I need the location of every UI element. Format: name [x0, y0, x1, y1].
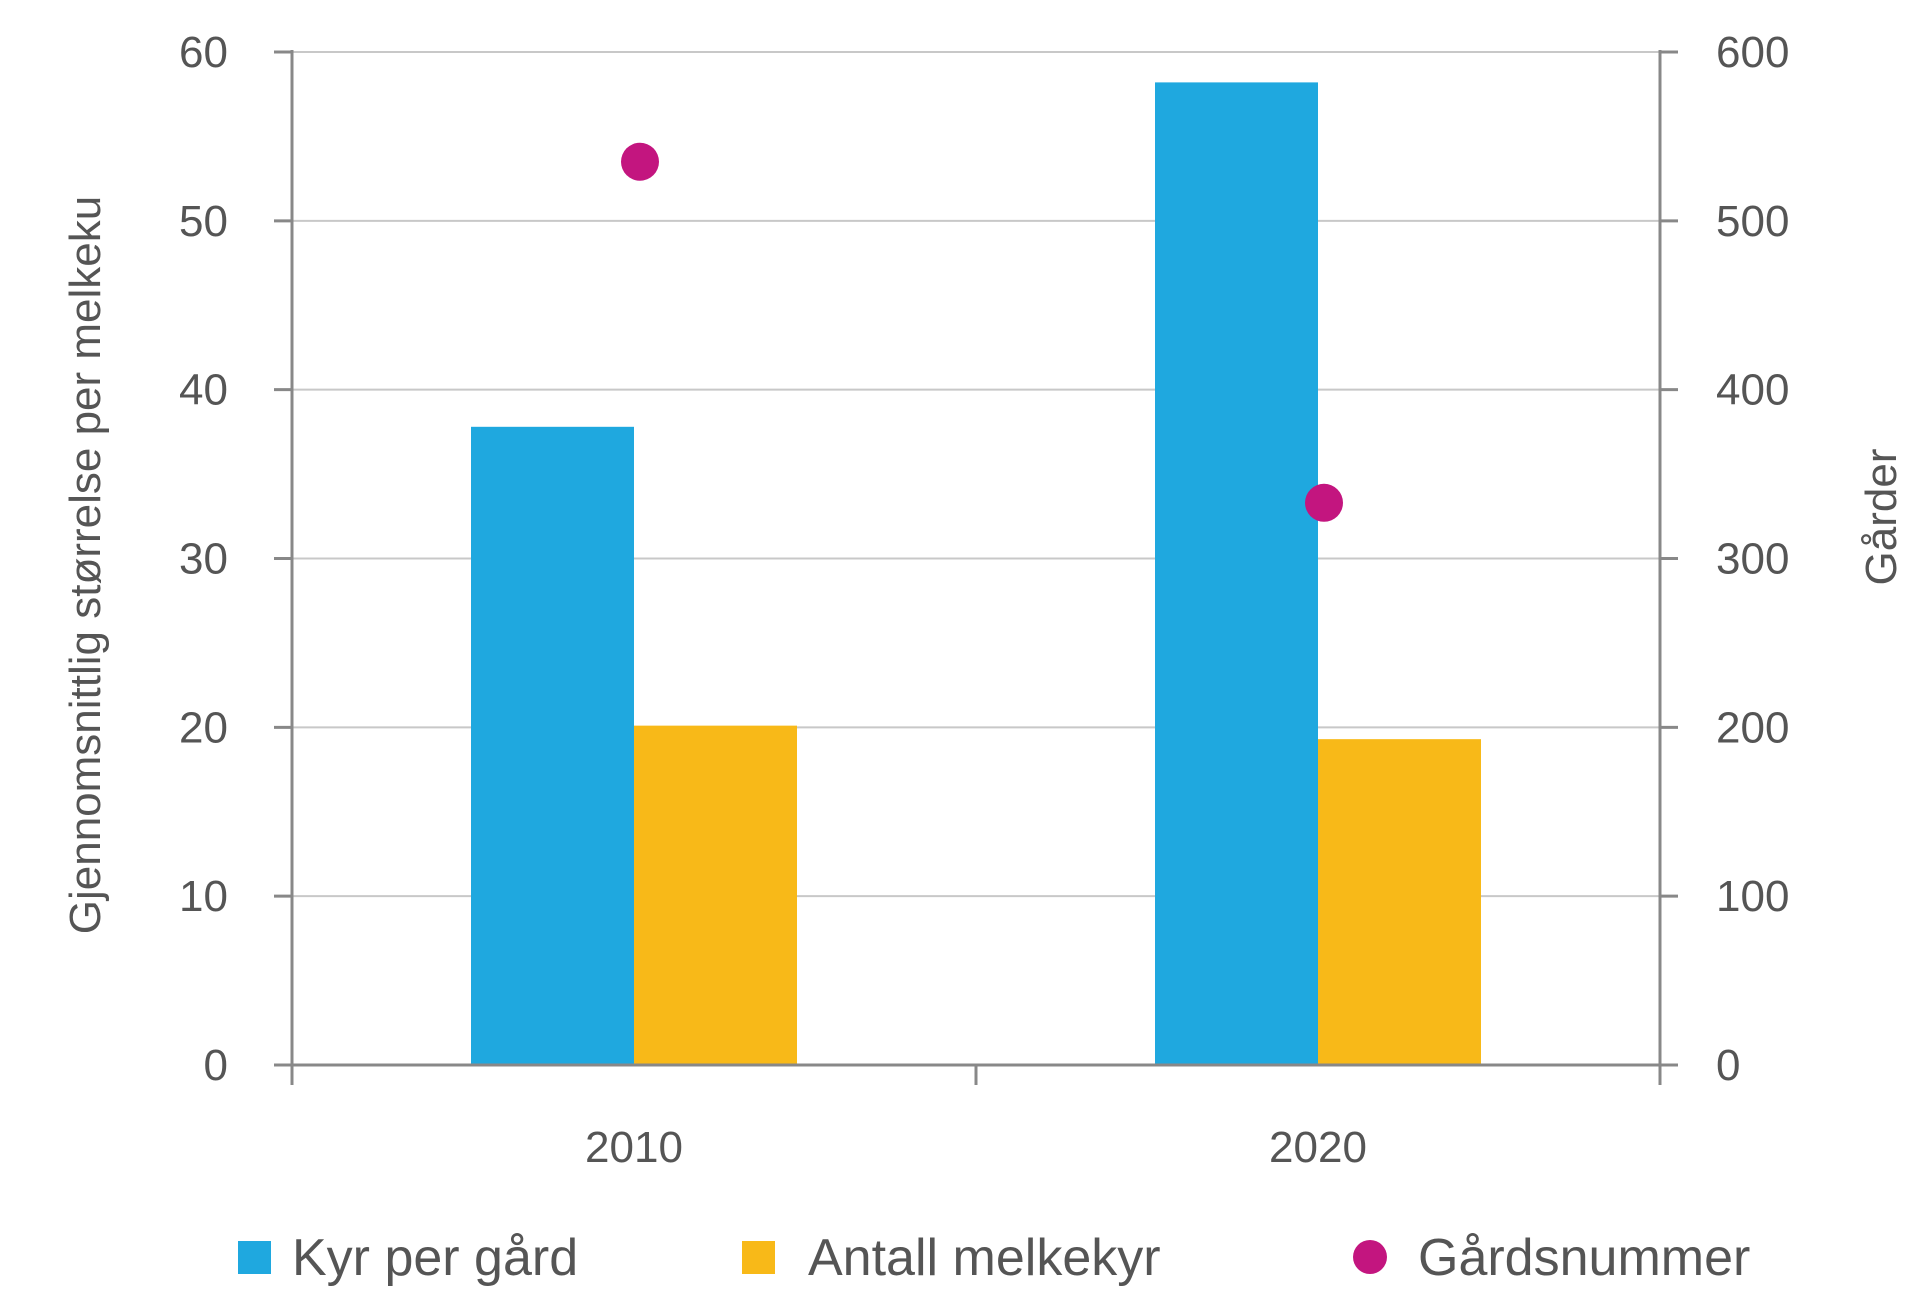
left-tick-labels: 0 10 20 30 40 50 60	[179, 28, 228, 1090]
left-tick-label: 20	[179, 703, 228, 752]
point-gardsnummer	[1305, 483, 1343, 522]
legend: Kyr per gård Antall melkekyr Gårdsnummer	[238, 1229, 1750, 1287]
axes	[274, 50, 1678, 1085]
bar-kyr-per-gard	[471, 426, 634, 1065]
bar-antall-melkekyr	[634, 725, 797, 1065]
x-tick-label: 2010	[585, 1123, 683, 1172]
legend-label: Gårdsnummer	[1418, 1229, 1750, 1287]
right-tick-label: 400	[1716, 366, 1789, 415]
legend-swatch	[742, 1241, 775, 1274]
right-tick-label: 0	[1716, 1041, 1740, 1090]
left-tick-label: 60	[179, 28, 228, 77]
bars	[471, 82, 1481, 1065]
left-tick-label: 40	[179, 366, 228, 415]
legend-swatch	[238, 1241, 271, 1274]
points	[621, 142, 1343, 522]
right-tick-label: 500	[1716, 197, 1789, 246]
legend-marker	[1353, 1240, 1387, 1274]
x-tick-labels: 2010 2020	[585, 1123, 1367, 1172]
left-axis-title: Gjennomsnittlig størrelse per melkeku	[61, 196, 110, 934]
left-tick-label: 10	[179, 872, 228, 921]
right-tick-label: 200	[1716, 703, 1789, 752]
x-tick-label: 2020	[1269, 1123, 1367, 1172]
left-tick-label: 50	[179, 197, 228, 246]
right-axis-title: Gårder	[1857, 449, 1906, 586]
bar-antall-melkekyr	[1318, 739, 1481, 1065]
point-gardsnummer	[621, 142, 659, 181]
right-tick-label: 300	[1716, 535, 1789, 584]
right-tick-label: 600	[1716, 28, 1789, 77]
left-tick-label: 0	[204, 1041, 228, 1090]
bar-kyr-per-gard	[1155, 82, 1318, 1065]
right-tick-labels: 0 100 200 300 400 500 600	[1716, 28, 1789, 1090]
left-tick-label: 30	[179, 535, 228, 584]
right-tick-label: 100	[1716, 872, 1789, 921]
legend-label: Kyr per gård	[292, 1229, 578, 1287]
legend-label: Antall melkekyr	[808, 1229, 1161, 1287]
